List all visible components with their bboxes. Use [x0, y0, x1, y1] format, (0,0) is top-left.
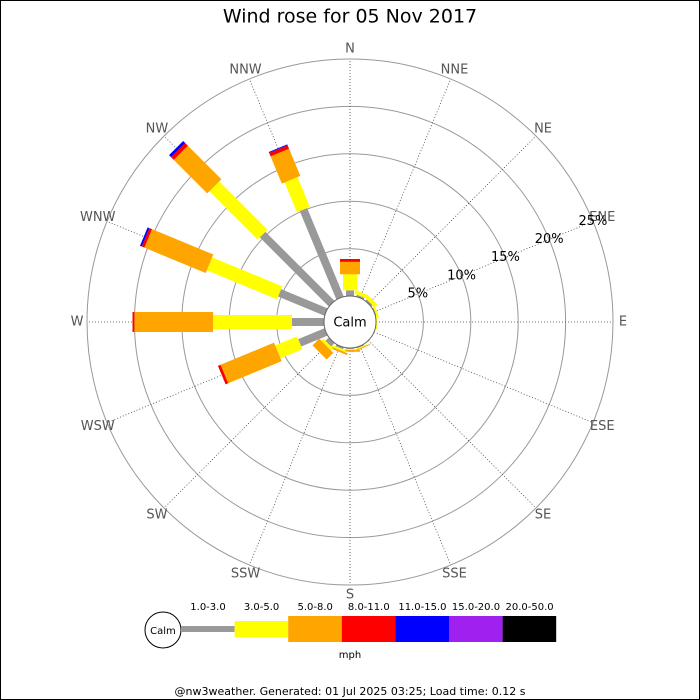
direction-label: WNW	[80, 210, 116, 225]
legend-swatch	[234, 621, 289, 637]
r-tick-label: 10%	[447, 268, 476, 283]
wind-segment	[325, 337, 335, 347]
wind-segment	[372, 304, 380, 319]
wind-segment	[220, 342, 282, 384]
spoke	[359, 78, 452, 299]
wind-segment	[298, 328, 328, 347]
wind-segment	[312, 338, 334, 360]
r-tick-label: 15%	[491, 250, 520, 265]
direction-label: NW	[146, 121, 169, 136]
direction-label: N	[345, 42, 355, 57]
legend-label: 8.0-11.0	[348, 602, 390, 613]
legend-swatch	[288, 616, 342, 642]
spoke	[248, 345, 341, 566]
wind-segment	[269, 145, 290, 157]
wind-segment	[141, 228, 153, 248]
unit-label: mph	[339, 650, 361, 661]
spoke	[368, 135, 537, 304]
legend-swatch	[395, 616, 449, 642]
wind-segment	[284, 177, 310, 213]
direction-label: NNW	[229, 62, 261, 77]
wind-segment	[354, 290, 369, 299]
calm-label: Calm	[333, 316, 366, 331]
direction-label: E	[619, 315, 627, 330]
wind-segment	[144, 229, 214, 274]
direction-label: ESE	[590, 419, 615, 434]
direction-label: NE	[534, 121, 552, 136]
calm-circle	[323, 295, 377, 349]
legend-swatch	[181, 626, 235, 632]
r-tick-label: 5%	[408, 286, 429, 301]
wind-segment	[206, 257, 283, 300]
spoke	[359, 345, 452, 566]
direction-label: ENE	[589, 210, 615, 225]
direction-label: SSW	[231, 567, 261, 582]
grid-ring	[86, 58, 614, 586]
wind-segment	[173, 145, 222, 194]
wind-segment	[209, 181, 268, 240]
direction-label: SW	[146, 508, 167, 523]
legend-label: 15.0-20.0	[452, 602, 500, 613]
legend-label: 20.0-50.0	[506, 602, 554, 613]
wind-segment	[171, 143, 188, 160]
direction-label: W	[71, 315, 84, 330]
legend-swatch	[341, 616, 396, 642]
spoke	[373, 220, 594, 313]
r-tick-label: 20%	[535, 232, 564, 247]
direction-label: SE	[535, 508, 551, 523]
legend-label: 3.0-5.0	[244, 602, 279, 613]
wind-segment	[332, 345, 346, 353]
r-tick-label: 25%	[579, 214, 608, 229]
wind-segment	[217, 364, 229, 385]
legend-calm-label: Calm	[150, 626, 176, 637]
chart-title: Wind rose for 05 Nov 2017	[223, 6, 477, 28]
spoke	[368, 340, 537, 509]
wind-segment	[321, 338, 334, 351]
direction-label: S	[346, 588, 354, 603]
wind-segment	[139, 227, 150, 247]
spoke	[163, 340, 332, 509]
direction-label: SSE	[442, 567, 467, 582]
wind-segment	[270, 148, 301, 184]
footer: @nw3weather. Generated: 01 Jul 2025 03:2…	[175, 685, 526, 698]
direction-label: WSW	[81, 419, 115, 434]
legend-swatch	[502, 616, 557, 642]
wind-segment	[259, 231, 335, 307]
spoke	[373, 331, 594, 424]
wind-segment	[364, 294, 378, 308]
wind-segment	[275, 336, 303, 359]
wind-segment	[299, 207, 344, 300]
legend-label: 1.0-3.0	[190, 602, 225, 613]
legend-label: 11.0-15.0	[398, 602, 446, 613]
direction-label: NNE	[441, 62, 469, 77]
wind-segment	[278, 289, 328, 316]
wind-segment	[328, 345, 348, 356]
legend-label: 5.0-8.0	[297, 602, 332, 613]
legend-swatch	[449, 616, 503, 642]
wind-segment	[169, 141, 186, 158]
